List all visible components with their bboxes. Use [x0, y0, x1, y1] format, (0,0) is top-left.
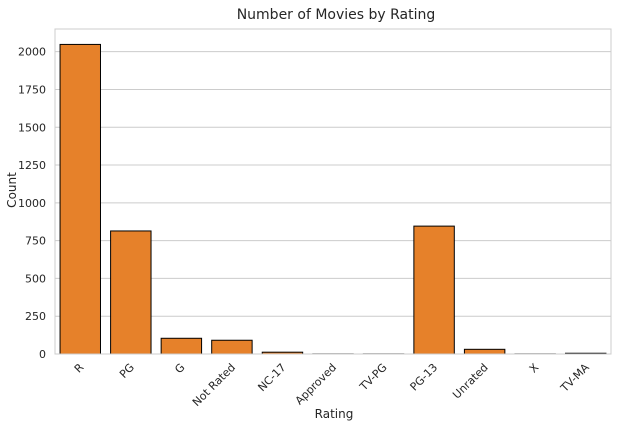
y-tick-label: 1000 [18, 197, 46, 210]
bar-unrated [464, 349, 504, 354]
x-tick-label: Approved [293, 361, 340, 408]
x-tick-label: PG-13 [408, 361, 441, 394]
chart-title: Number of Movies by Rating [237, 7, 436, 23]
y-tick-label: 1750 [18, 83, 46, 96]
y-tick-label: 2000 [18, 46, 46, 59]
x-tick-label: TV-MA [557, 361, 592, 396]
y-tick-label: 750 [25, 235, 46, 248]
bar-pg-13 [414, 226, 454, 354]
bar-g [161, 338, 201, 354]
bar-not-rated [212, 340, 252, 354]
x-tick-label: X [527, 361, 542, 376]
x-tick-label: PG [117, 361, 137, 381]
bar-pg [111, 231, 151, 354]
y-tick-label: 0 [39, 348, 46, 361]
y-tick-label: 250 [25, 310, 46, 323]
x-tick-label: Not Rated [190, 361, 238, 409]
x-tick-label: R [72, 361, 87, 376]
y-tick-label: 1500 [18, 121, 46, 134]
y-tick-label: 1250 [18, 159, 46, 172]
y-axis-label: Count [5, 172, 19, 208]
x-tick-label: NC-17 [255, 361, 288, 394]
bar-r [60, 44, 100, 354]
x-axis-label: Rating [315, 407, 354, 421]
x-tick-label: TV-PG [357, 361, 390, 394]
x-tick-label: Unrated [450, 361, 491, 402]
x-tick-label: G [172, 361, 187, 376]
y-tick-label: 500 [25, 272, 46, 285]
